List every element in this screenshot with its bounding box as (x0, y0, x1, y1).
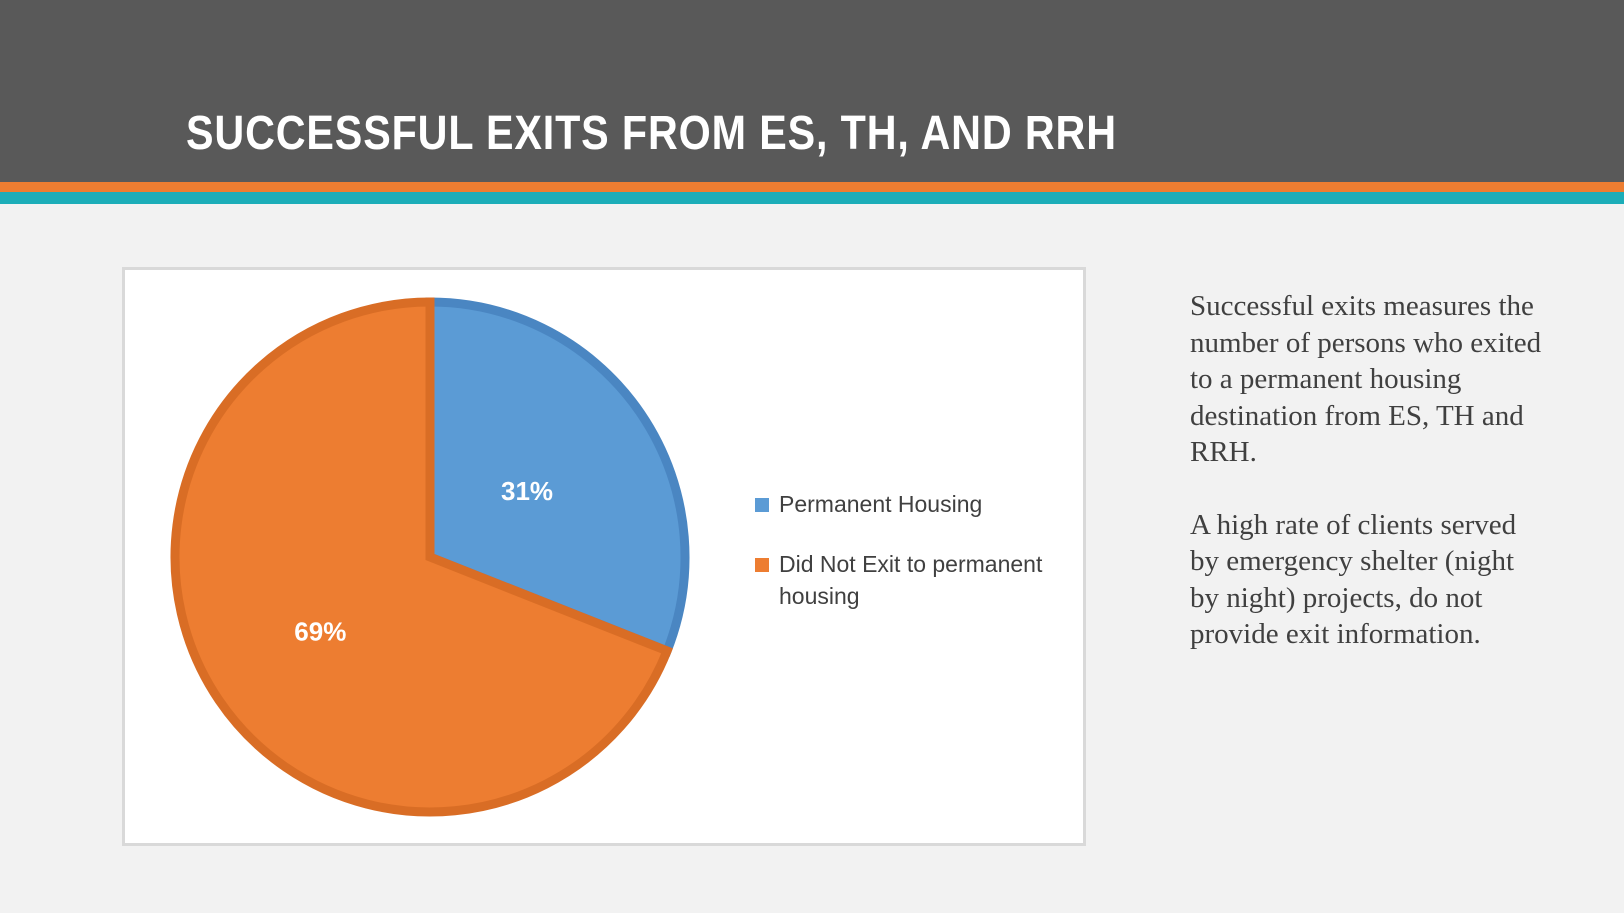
data-label-permanent-housing: 31% (501, 476, 553, 506)
accent-stripe-teal (0, 192, 1624, 204)
description-paragraph: Successful exits measures the number of … (1190, 290, 1542, 468)
pie-slice-did-not-exit (170, 297, 673, 817)
accent-stripe-orange (0, 182, 1624, 192)
legend-swatch-permanent-housing (755, 498, 769, 512)
pie-chart: 31% 69% (170, 297, 690, 817)
legend-label: Did Not Exit to permanent housing (779, 551, 1043, 609)
legend-swatch-did-not-exit (755, 558, 769, 572)
chart-legend: Permanent Housing Did Not Exit to perman… (755, 488, 1075, 640)
legend-label: Permanent Housing (779, 491, 983, 517)
pie-chart-frame: 31% 69% Permanent Housing Did Not Exit to… (122, 267, 1086, 846)
pie-slice-permanent-housing (425, 297, 690, 657)
legend-item-did-not-exit: Did Not Exit to permanent housing (755, 548, 1075, 612)
title-bar: SUCCESSFUL EXITS FROM ES, TH, AND RRH (0, 0, 1624, 182)
description-paragraph: A high rate of clients served by emergen… (1190, 508, 1517, 651)
legend-item-permanent-housing: Permanent Housing (755, 488, 1075, 520)
slide-title: SUCCESSFUL EXITS FROM ES, TH, AND RRH (186, 107, 1117, 160)
data-label-did-not-exit: 69% (294, 617, 346, 647)
description-text: Successful exits measures the number of … (1190, 288, 1550, 653)
